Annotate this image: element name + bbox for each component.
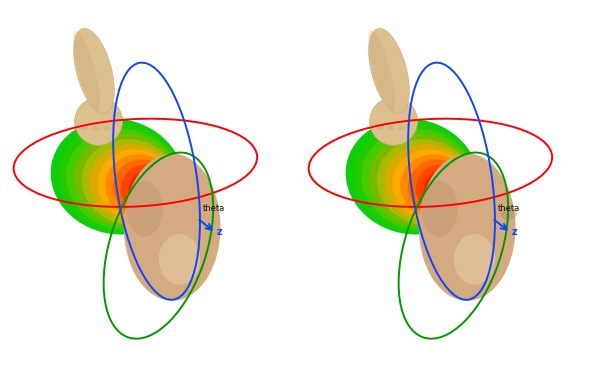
Text: theta: theta — [203, 204, 225, 213]
Ellipse shape — [500, 207, 517, 220]
Ellipse shape — [92, 125, 100, 130]
Ellipse shape — [385, 144, 472, 223]
Ellipse shape — [124, 154, 221, 301]
Ellipse shape — [376, 125, 383, 130]
Ellipse shape — [387, 125, 395, 130]
Text: z: z — [511, 228, 517, 238]
Ellipse shape — [454, 234, 495, 285]
Ellipse shape — [105, 154, 174, 218]
Ellipse shape — [408, 159, 467, 216]
Ellipse shape — [392, 149, 470, 221]
Ellipse shape — [421, 181, 458, 236]
Ellipse shape — [416, 165, 466, 213]
Ellipse shape — [66, 129, 181, 230]
Ellipse shape — [74, 97, 122, 145]
Ellipse shape — [400, 154, 469, 218]
Ellipse shape — [74, 134, 179, 228]
Ellipse shape — [136, 175, 169, 209]
Ellipse shape — [346, 119, 478, 235]
Ellipse shape — [368, 31, 395, 111]
Ellipse shape — [103, 125, 110, 130]
Ellipse shape — [126, 181, 163, 236]
Ellipse shape — [73, 31, 100, 111]
Ellipse shape — [128, 170, 170, 211]
Ellipse shape — [368, 28, 409, 113]
Ellipse shape — [50, 119, 184, 235]
Ellipse shape — [377, 139, 473, 225]
Text: z: z — [217, 228, 222, 238]
Ellipse shape — [82, 139, 178, 225]
Ellipse shape — [361, 129, 476, 230]
Ellipse shape — [353, 124, 477, 232]
Ellipse shape — [89, 144, 176, 223]
Ellipse shape — [81, 125, 88, 130]
Ellipse shape — [424, 170, 465, 211]
Ellipse shape — [431, 175, 464, 209]
Text: theta: theta — [497, 204, 520, 213]
Ellipse shape — [121, 165, 171, 213]
Ellipse shape — [398, 125, 406, 130]
Ellipse shape — [97, 149, 175, 221]
Ellipse shape — [58, 124, 182, 232]
Ellipse shape — [74, 28, 115, 113]
Ellipse shape — [369, 134, 474, 228]
Ellipse shape — [159, 234, 200, 285]
Ellipse shape — [419, 154, 515, 301]
Ellipse shape — [113, 159, 173, 216]
Ellipse shape — [370, 97, 418, 145]
